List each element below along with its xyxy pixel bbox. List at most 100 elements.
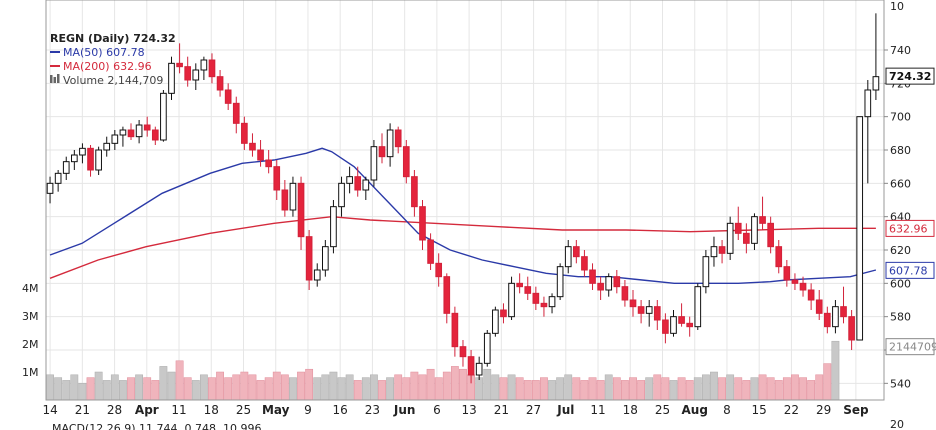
price-tags: 724.32 632.96 607.78 2144709 xyxy=(885,67,936,356)
date-label: Apr xyxy=(135,403,159,417)
candle-body xyxy=(451,312,459,348)
volume-bar xyxy=(807,380,816,401)
candle xyxy=(726,216,734,260)
volume-bar xyxy=(208,377,216,401)
macd-label: MACD(12,26,9) 11.744, 0.748, 10.996 xyxy=(52,422,262,430)
volume-bar xyxy=(718,377,726,401)
date-label: Sep xyxy=(843,403,869,417)
candle-body xyxy=(143,124,151,131)
candle xyxy=(427,233,434,270)
candle-body xyxy=(394,129,402,148)
volume-bar xyxy=(442,371,451,401)
volume-bar xyxy=(135,374,144,401)
candle xyxy=(111,130,119,150)
candle xyxy=(143,116,151,137)
volume-tick-label: 2M xyxy=(22,338,39,351)
candle-body xyxy=(62,161,70,174)
candle xyxy=(257,140,264,167)
candle xyxy=(103,136,111,157)
date-label: 21 xyxy=(75,403,90,417)
volume-bar xyxy=(491,374,500,401)
candle-body xyxy=(208,59,216,78)
volume-bar xyxy=(183,377,192,401)
candle xyxy=(475,356,483,380)
volume-bar xyxy=(661,377,670,401)
volume-bar xyxy=(94,371,103,401)
candle-body xyxy=(127,129,135,138)
volume-bar xyxy=(596,380,605,401)
date-label: 9 xyxy=(304,403,312,417)
candle-body xyxy=(832,306,839,328)
date-label: 16 xyxy=(333,403,348,417)
candle xyxy=(370,140,378,187)
volume-bar xyxy=(175,360,184,401)
volume-bar xyxy=(313,377,322,401)
candle xyxy=(759,196,766,230)
candle xyxy=(823,306,831,334)
volume-bar xyxy=(523,380,532,401)
candle xyxy=(321,240,329,277)
volume-bar xyxy=(70,374,79,401)
candle xyxy=(265,150,272,174)
candle xyxy=(629,290,637,317)
volume-bar xyxy=(831,340,840,401)
candle-body xyxy=(176,62,183,68)
volume-bar xyxy=(297,371,305,401)
volume-bar xyxy=(394,374,403,401)
date-label: May xyxy=(262,403,290,417)
candle-body xyxy=(151,129,159,141)
volume-bar xyxy=(645,377,654,401)
candle-body xyxy=(532,292,540,304)
candle-body xyxy=(427,239,434,264)
candle-body xyxy=(184,66,192,81)
date-axis: 14 21 28 Apr 11 18 25 May 9 16 23 Jun 6 13 21 27 Jul 11 18… xyxy=(42,403,869,417)
date-label: 22 xyxy=(784,403,799,417)
candle xyxy=(605,273,613,297)
candle-body xyxy=(467,356,475,376)
volume-bar xyxy=(799,377,807,401)
date-label: 6 xyxy=(433,403,441,417)
volume-bar xyxy=(240,371,249,401)
candle-body xyxy=(241,122,248,144)
candle-body xyxy=(119,129,127,136)
candle xyxy=(799,276,807,297)
candle xyxy=(160,90,167,142)
volume-axis: 4M 3M 2M 1M xyxy=(22,282,39,379)
volume-bar xyxy=(701,374,710,401)
candle-body xyxy=(160,92,167,141)
candle-body xyxy=(265,159,272,168)
candle-body xyxy=(872,76,880,91)
candle xyxy=(832,300,839,334)
candle-body xyxy=(419,206,426,241)
candle xyxy=(378,133,386,164)
price-tag: 607.78 xyxy=(885,261,935,279)
volume-bar xyxy=(329,371,338,401)
candle xyxy=(678,303,685,327)
volume-tick-label: 4M xyxy=(22,282,39,295)
volume-bar xyxy=(734,377,743,401)
volume-bar xyxy=(750,377,759,401)
candle-body xyxy=(338,182,345,208)
volume-bar xyxy=(54,377,63,401)
volume-bar xyxy=(280,374,289,401)
candle-body xyxy=(330,206,337,248)
candle-body xyxy=(540,302,548,308)
date-label: 18 xyxy=(623,403,638,417)
candle xyxy=(79,143,86,164)
candle xyxy=(864,80,872,184)
candle-body xyxy=(459,346,467,358)
candle xyxy=(419,200,426,250)
candle-body xyxy=(556,266,564,298)
volume-bar xyxy=(378,380,386,401)
candle-body xyxy=(378,146,386,158)
candle xyxy=(791,273,799,290)
candle xyxy=(637,300,645,324)
volume-bar xyxy=(86,377,95,401)
volume-bar xyxy=(710,371,718,401)
candle-body xyxy=(710,246,718,258)
volume-bar xyxy=(127,377,135,401)
candle xyxy=(653,300,661,330)
candle xyxy=(224,83,232,110)
volume-bar xyxy=(321,374,330,401)
candle-body xyxy=(791,279,799,284)
